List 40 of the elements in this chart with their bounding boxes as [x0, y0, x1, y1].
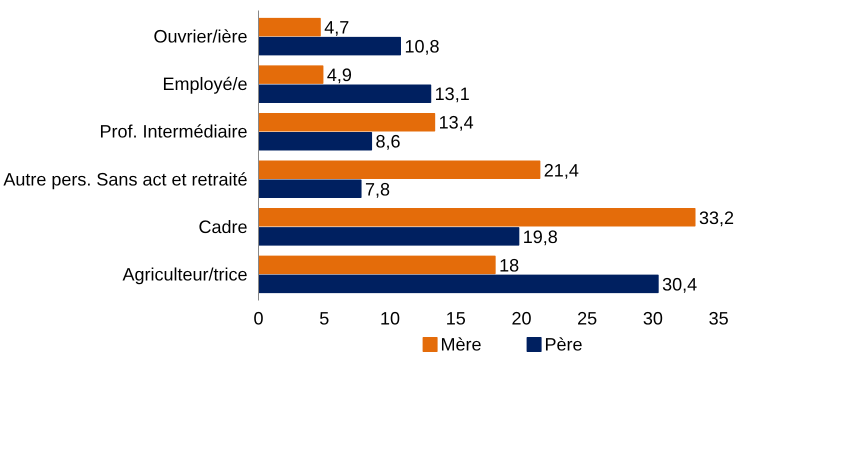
- x-tick-label: 10: [380, 308, 400, 328]
- data-label: 4,9: [326, 65, 352, 86]
- y-tick-label: Prof. Intermédiaire: [99, 122, 248, 142]
- bar: [258, 18, 321, 36]
- data-label: 18: [499, 255, 520, 276]
- data-label: 19,8: [522, 226, 558, 247]
- x-tick-label: 0: [253, 308, 264, 328]
- data-label: 21,4: [544, 160, 579, 180]
- bar: [258, 256, 496, 274]
- bar: [258, 274, 659, 294]
- bar: [258, 160, 540, 180]
- y-tick-label: Agriculteur/trice: [122, 264, 248, 284]
- x-tick-label: 20: [511, 308, 532, 328]
- y-tick-label: Ouvrier/ière: [153, 26, 248, 47]
- bar: [258, 132, 372, 150]
- data-label: 7,8: [365, 179, 390, 200]
- data-label: 8,6: [376, 132, 401, 152]
- bar: [258, 65, 324, 84]
- legend-label: Père: [544, 334, 583, 354]
- x-tick-label: 15: [446, 308, 466, 328]
- x-tick-label: 30: [642, 308, 663, 328]
- data-label: 10,8: [404, 36, 440, 57]
- bar: [258, 36, 401, 56]
- bar: [258, 112, 436, 132]
- legend-label: Mère: [440, 334, 482, 354]
- bar: [258, 84, 432, 103]
- x-tick-label: 35: [708, 308, 729, 328]
- data-label: 33,2: [698, 208, 734, 228]
- data-label: 13,4: [438, 112, 474, 133]
- x-tick-label: 5: [319, 308, 330, 328]
- y-tick-label: Autre pers. Sans act et retraité: [3, 169, 248, 190]
- bar: [258, 227, 520, 246]
- data-label: 4,7: [324, 18, 350, 38]
- y-tick-label: Cadre: [198, 216, 248, 237]
- data-label: 30,4: [662, 274, 698, 294]
- x-tick-label: 25: [577, 308, 598, 328]
- y-tick-label: Employé/e: [162, 74, 248, 94]
- data-label: 13,1: [434, 84, 470, 104]
- bar: [258, 180, 362, 198]
- bar: [258, 208, 696, 227]
